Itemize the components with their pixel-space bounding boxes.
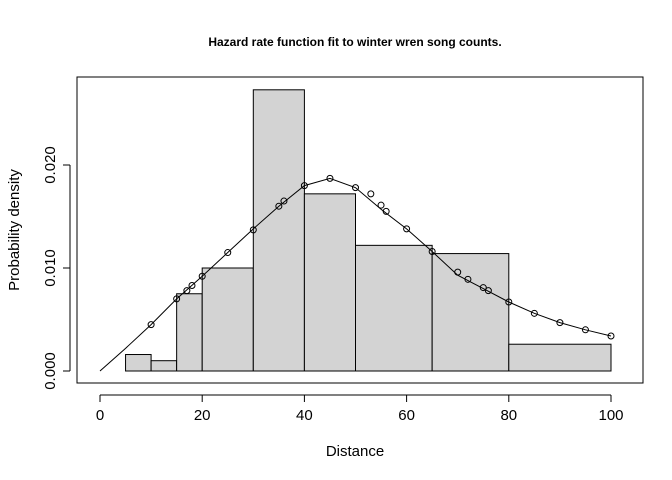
observed-point-17 <box>454 268 462 276</box>
plot-frame <box>76 76 644 384</box>
x-tick-label-4: 80 <box>500 407 517 424</box>
observed-point-6 <box>249 226 257 234</box>
observed-point-8 <box>280 197 288 205</box>
observed-point-21 <box>505 298 513 306</box>
observed-point-5 <box>224 249 232 257</box>
observed-point-20 <box>484 287 492 295</box>
histogram-bar-7 <box>431 253 510 372</box>
observed-points <box>147 174 615 340</box>
histogram-bar-8 <box>508 343 612 372</box>
y-tick-label-0: 0.000 <box>42 352 59 390</box>
observed-point-14 <box>382 207 390 215</box>
histogram-bar-4 <box>252 89 305 372</box>
observed-point-7 <box>275 202 283 210</box>
histogram-bar-3 <box>201 267 254 372</box>
histogram-bar-6 <box>355 244 433 372</box>
observed-point-12 <box>367 190 375 198</box>
histogram-bar-0 <box>125 354 152 372</box>
observed-point-0 <box>147 321 155 329</box>
observed-point-24 <box>581 326 589 334</box>
x-axis: 0 20 40 60 80 100 <box>96 394 624 424</box>
observed-point-13 <box>377 201 385 209</box>
x-axis-label: Distance <box>326 443 384 460</box>
observed-point-1 <box>173 295 181 303</box>
histogram-bars <box>125 89 612 372</box>
histogram-bar-2 <box>176 293 203 372</box>
y-tick-label-2: 0.020 <box>42 146 59 184</box>
fit-line <box>99 177 612 372</box>
y-axis-label: Probability density <box>6 169 23 291</box>
x-tick-label-1: 20 <box>194 407 211 424</box>
x-tick-label-0: 0 <box>96 407 104 424</box>
observed-point-3 <box>188 282 196 290</box>
observed-point-25 <box>607 332 615 340</box>
x-tick-label-5: 100 <box>598 407 623 424</box>
observed-point-23 <box>556 319 564 327</box>
observed-point-18 <box>464 275 472 283</box>
observed-point-10 <box>326 174 334 182</box>
observed-point-9 <box>300 182 308 190</box>
x-tick-label-3: 60 <box>398 407 415 424</box>
y-axis: 0.000 0.010 0.020 <box>42 146 71 390</box>
fit-line-group <box>99 177 612 372</box>
observed-point-2 <box>183 287 191 295</box>
chart-title: Hazard rate function fit to winter wren … <box>208 35 501 49</box>
observed-point-4 <box>198 272 206 280</box>
x-tick-label-2: 40 <box>296 407 313 424</box>
observed-point-15 <box>403 225 411 233</box>
observed-point-19 <box>479 284 487 292</box>
observed-point-22 <box>530 309 538 317</box>
histogram-bar-5 <box>303 193 356 372</box>
y-tick-label-1: 0.010 <box>42 249 59 287</box>
observed-point-11 <box>352 184 359 192</box>
observed-point-16 <box>428 248 436 256</box>
histogram-bar-1 <box>150 360 178 372</box>
